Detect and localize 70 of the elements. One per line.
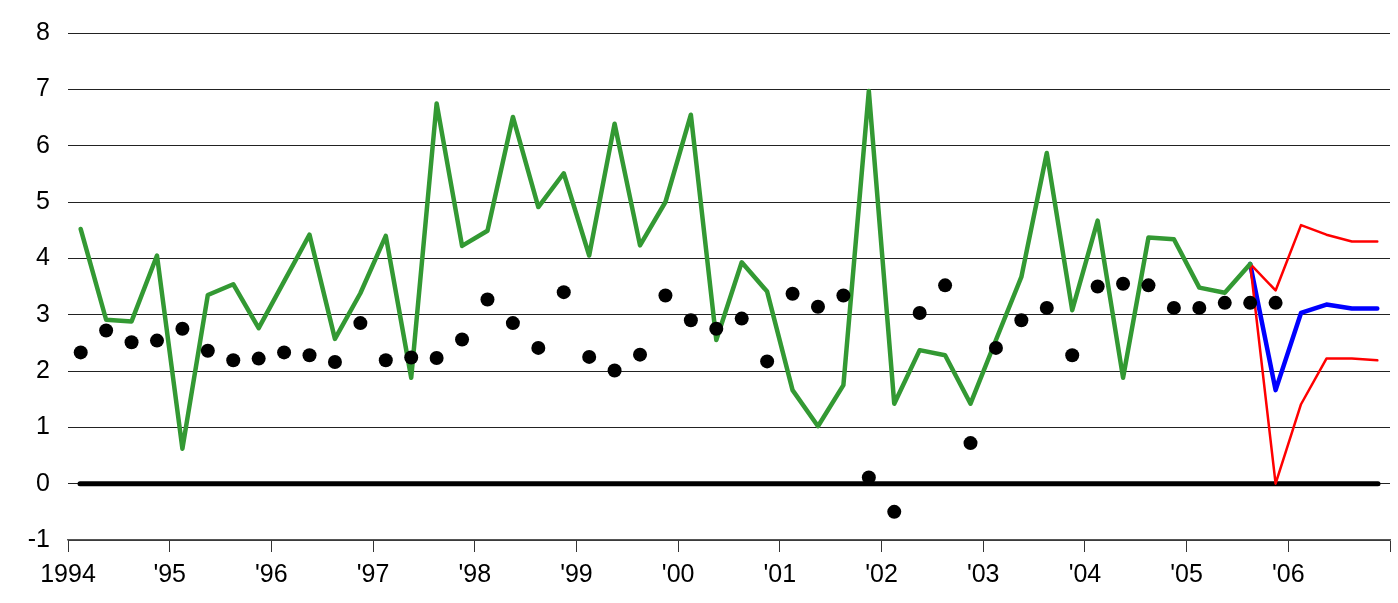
point xyxy=(556,285,571,300)
point xyxy=(149,333,164,348)
x-tick-label: '00 xyxy=(661,558,695,587)
x-tick-label: '04 xyxy=(1068,558,1102,587)
point xyxy=(455,332,470,347)
point xyxy=(327,354,342,369)
point xyxy=(277,345,292,360)
point xyxy=(99,323,114,338)
point xyxy=(988,340,1003,355)
point xyxy=(200,343,215,358)
y-tick-label: 3 xyxy=(36,298,50,327)
point xyxy=(302,348,317,363)
y-tick-label: 7 xyxy=(36,73,50,102)
y-tick-label: 8 xyxy=(36,16,50,45)
x-tick-label: '02 xyxy=(865,558,898,587)
point xyxy=(810,299,825,314)
point xyxy=(1268,295,1283,310)
x-tick-label: '01 xyxy=(763,558,797,587)
point xyxy=(175,321,190,336)
point xyxy=(353,316,368,331)
point xyxy=(683,313,698,328)
x-tick-label: '05 xyxy=(1170,558,1203,587)
point xyxy=(1090,279,1105,294)
y-tick-label: 1 xyxy=(36,411,50,440)
y-tick-label: 4 xyxy=(36,242,51,271)
y-tick-label: 5 xyxy=(36,185,50,214)
point xyxy=(709,321,724,336)
y-tick-label: 2 xyxy=(36,354,50,383)
point xyxy=(785,286,800,301)
x-tick-label: '03 xyxy=(966,558,1000,587)
point xyxy=(582,349,597,364)
x-tick-label: '96 xyxy=(255,558,288,587)
point xyxy=(836,288,851,303)
point xyxy=(1141,278,1156,293)
y-tick-label: 6 xyxy=(36,129,50,158)
x-tick-label: '06 xyxy=(1272,558,1305,587)
point xyxy=(226,353,241,368)
point xyxy=(429,351,444,366)
point xyxy=(658,288,673,303)
point xyxy=(938,278,953,293)
point xyxy=(607,363,622,378)
point xyxy=(1039,300,1054,315)
point xyxy=(480,292,495,307)
point xyxy=(734,311,749,326)
x-tick-label: '95 xyxy=(153,558,186,587)
x-tick-label: '97 xyxy=(356,558,390,587)
x-tick-label: '98 xyxy=(458,558,492,587)
point xyxy=(912,305,927,320)
point xyxy=(1192,300,1207,315)
point xyxy=(633,347,648,362)
y-tick-label: 0 xyxy=(36,467,50,496)
point xyxy=(1014,313,1029,328)
y-tick-label: -1 xyxy=(27,523,50,552)
point xyxy=(505,316,520,331)
point xyxy=(1065,348,1080,363)
point xyxy=(531,340,546,355)
point xyxy=(378,353,393,368)
point xyxy=(760,354,775,369)
point xyxy=(1217,295,1232,310)
point xyxy=(887,504,902,519)
point xyxy=(1166,300,1181,315)
point xyxy=(1116,276,1131,291)
point xyxy=(124,335,139,350)
point xyxy=(404,350,419,365)
point xyxy=(251,351,266,366)
x-tick-label: '99 xyxy=(560,558,593,587)
x-tick-label: 1994 xyxy=(40,558,96,587)
point xyxy=(73,345,88,360)
point xyxy=(963,436,978,451)
point xyxy=(1243,295,1258,310)
